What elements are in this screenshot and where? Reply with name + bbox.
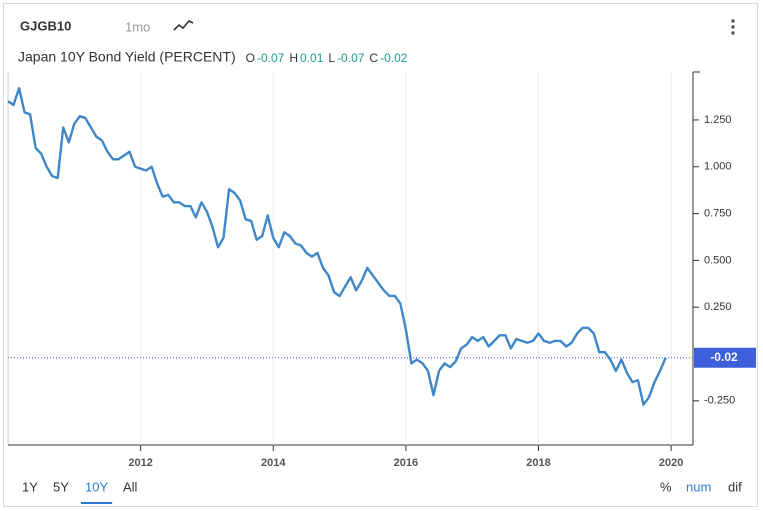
ohlc-value: -0.02 xyxy=(380,51,408,65)
line xyxy=(7,86,667,406)
y-tick-label: 0.750 xyxy=(704,207,732,219)
x-tick-label: 2012 xyxy=(128,457,152,469)
x-tick-label: 2020 xyxy=(659,457,683,469)
y-tick-label: 1.250 xyxy=(704,114,732,126)
last-value-box xyxy=(694,347,756,368)
range-button[interactable]: 5Y xyxy=(53,479,69,494)
dot xyxy=(731,19,735,23)
x-tick-label: 2016 xyxy=(394,457,418,469)
mode-button[interactable]: dif xyxy=(728,479,742,494)
mode-button[interactable]: % xyxy=(660,479,672,494)
chart-type-icon[interactable] xyxy=(173,20,194,31)
ohlc-label: O xyxy=(246,51,255,65)
mode-button[interactable]: num xyxy=(686,479,711,494)
ohlc-label: H xyxy=(289,51,298,65)
ohlc-label: C xyxy=(369,51,378,65)
symbol: GJGB10 xyxy=(20,18,71,33)
x-tick-label: 2014 xyxy=(261,457,286,469)
range-button[interactable]: 10Y xyxy=(85,479,108,494)
interval[interactable]: 1mo xyxy=(125,19,150,34)
dot xyxy=(731,25,735,29)
last-value-label: -0.02 xyxy=(710,350,738,364)
ohlc-value: -0.07 xyxy=(337,51,365,65)
dot xyxy=(731,31,735,35)
range-button[interactable]: 1Y xyxy=(22,479,38,494)
ohlc-value: 0.01 xyxy=(300,51,324,65)
widget-border xyxy=(3,3,758,507)
y-tick-label: 0.250 xyxy=(704,301,732,313)
range-button[interactable]: All xyxy=(123,479,138,494)
ohlc: O -0.07 H 0.01 L -0.07 C -0.02 xyxy=(246,51,408,65)
ohlc-value: -0.07 xyxy=(257,51,285,65)
x-tick-label: 2018 xyxy=(526,457,550,469)
y-tick-label: 0.500 xyxy=(704,254,732,266)
y-tick-label: -0.250 xyxy=(704,395,735,407)
ohlc-label: L xyxy=(328,51,335,65)
y-tick-label: 1.000 xyxy=(704,161,732,173)
chart-title: Japan 10Y Bond Yield (PERCENT) xyxy=(18,49,236,65)
menu-icon[interactable] xyxy=(731,19,735,35)
